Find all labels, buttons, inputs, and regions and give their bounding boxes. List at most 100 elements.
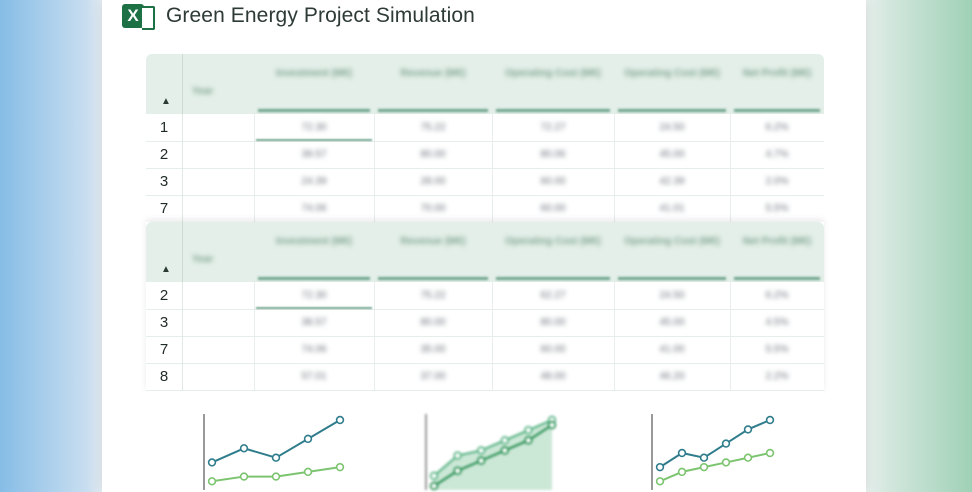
- title-bar: X Green Energy Project Simulation: [122, 3, 475, 30]
- grid-line: [492, 114, 493, 222]
- table-cell[interactable]: 2.0%: [765, 176, 789, 187]
- table-row[interactable]: 8 57.01 37.00 48.00 46.20 2.2%: [146, 363, 824, 391]
- table-cell[interactable]: 24.50: [659, 290, 685, 301]
- table-cell[interactable]: 41.00: [659, 344, 685, 355]
- table-cell[interactable]: 4.7%: [765, 149, 789, 160]
- table-cell[interactable]: 80.00: [420, 149, 446, 160]
- chart-plot: [651, 414, 775, 490]
- excel-icon-page: [142, 6, 155, 30]
- column-header[interactable]: Net Profit (M€): [742, 68, 812, 79]
- table-cell[interactable]: 60.00: [540, 176, 566, 187]
- table-cell[interactable]: 48.00: [540, 371, 566, 382]
- column-underline: [258, 109, 370, 112]
- table-header: ▲ Year Investment (M€) Revenue (M€) Operatin…: [146, 222, 824, 282]
- chart-plot: [203, 414, 345, 490]
- table-row[interactable]: 2 39.57 80.00 80.06 45.00 4.7%: [146, 141, 824, 169]
- column-header[interactable]: Investment (M€): [275, 68, 353, 79]
- column-header[interactable]: Net Profit (M€): [742, 236, 812, 247]
- table-cell[interactable]: 72.30: [301, 290, 327, 301]
- table-cell[interactable]: 24.50: [659, 122, 685, 133]
- data-table-2: ▲ Year Investment (M€) Revenue (M€) Operatin…: [146, 222, 824, 394]
- table-cell[interactable]: 80.00: [540, 317, 566, 328]
- column-header[interactable]: Operating Cost (M€): [505, 236, 601, 247]
- sort-ascending-icon[interactable]: ▲: [161, 96, 171, 107]
- data-point: [429, 481, 439, 491]
- table-cell[interactable]: 6.2%: [765, 290, 789, 301]
- grid-line: [730, 114, 731, 222]
- table-cell[interactable]: 6.2%: [765, 122, 789, 133]
- table-cell[interactable]: 37.00: [420, 371, 446, 382]
- table-cell[interactable]: 42.39: [659, 176, 685, 187]
- column-header[interactable]: Year: [192, 86, 214, 97]
- grid-line: [374, 282, 375, 390]
- table-cell[interactable]: 5.5%: [765, 344, 789, 355]
- grid-line: [374, 114, 375, 222]
- table-row[interactable]: 3 38.57 80.00 80.00 45.00 4.5%: [146, 309, 824, 337]
- column-header[interactable]: Revenue (M€): [400, 68, 466, 79]
- table-cell[interactable]: 39.57: [301, 149, 327, 160]
- table-cell[interactable]: 28.00: [420, 176, 446, 187]
- table-cell[interactable]: 41.01: [659, 203, 685, 214]
- table-cell[interactable]: 4.5%: [765, 317, 789, 328]
- table-cell[interactable]: 45.00: [659, 317, 685, 328]
- table-cell[interactable]: 2.2%: [765, 371, 789, 382]
- row-number: 2: [146, 141, 183, 168]
- table-cell[interactable]: 80.06: [540, 149, 566, 160]
- column-header[interactable]: Revenue (M€): [400, 236, 466, 247]
- table-row[interactable]: 7 74.06 70.00 60.00 41.01 5.5%: [146, 195, 824, 223]
- data-point: [655, 462, 665, 472]
- column-header[interactable]: Year: [192, 254, 214, 265]
- table-cell[interactable]: 35.00: [420, 344, 446, 355]
- excel-icon-letter: X: [122, 4, 144, 28]
- table-cell[interactable]: 5.5%: [765, 203, 789, 214]
- table-cell[interactable]: 72.30: [301, 122, 327, 133]
- table-cell[interactable]: 75.22: [420, 290, 446, 301]
- spreadsheet-card: X Green Energy Project Simulation ▲ Year I…: [102, 0, 866, 492]
- table-row[interactable]: 2 72.30 75.22 62.27 24.50 6.2%: [146, 282, 824, 310]
- column-underline: [496, 109, 610, 112]
- table-cell[interactable]: 24.39: [301, 176, 327, 187]
- table-cell[interactable]: 60.00: [540, 203, 566, 214]
- area-chart-2: [418, 394, 558, 492]
- line-chart-3: [644, 394, 776, 492]
- data-point: [524, 436, 533, 445]
- table-cell[interactable]: 72.27: [540, 122, 566, 133]
- data-point: [547, 420, 557, 430]
- table-cell[interactable]: 75.22: [420, 122, 446, 133]
- data-point: [476, 456, 486, 465]
- table-cell[interactable]: 80.00: [420, 317, 446, 328]
- table-row[interactable]: 1 72.30 75.22 72.27 24.50 6.2%: [146, 114, 824, 142]
- sort-ascending-icon[interactable]: ▲: [161, 264, 171, 275]
- grid-line: [254, 114, 255, 222]
- column-header[interactable]: Operating Cost (M€): [624, 68, 720, 79]
- table-cell[interactable]: 74.06: [301, 344, 327, 355]
- table-cell[interactable]: 70.00: [420, 203, 446, 214]
- data-point: [303, 467, 313, 477]
- data-point: [335, 415, 345, 425]
- column-underline: [618, 277, 726, 280]
- sort-header-cell[interactable]: ▲: [146, 222, 183, 282]
- table-row[interactable]: 3 24.39 28.00 60.00 42.39 2.0%: [146, 168, 824, 196]
- table-cell[interactable]: 62.27: [540, 290, 566, 301]
- table-row[interactable]: 7 74.06 35.00 60.00 41.00 5.5%: [146, 336, 824, 364]
- data-point: [677, 467, 687, 477]
- table-cell[interactable]: 38.57: [301, 317, 327, 328]
- table-cell[interactable]: 74.06: [301, 203, 327, 214]
- table-cell[interactable]: 60.00: [540, 344, 566, 355]
- column-underline: [618, 109, 726, 112]
- row-number: 8: [146, 363, 183, 390]
- table-cell[interactable]: 57.01: [301, 371, 327, 382]
- column-header[interactable]: Operating Cost (M€): [505, 68, 601, 79]
- data-point: [743, 425, 753, 434]
- column-header[interactable]: Investment (M€): [275, 236, 353, 247]
- row-number: 7: [146, 195, 183, 222]
- table-cell[interactable]: 45.00: [659, 149, 685, 160]
- cell-underline: [256, 307, 372, 309]
- data-point: [453, 451, 462, 460]
- column-header[interactable]: Operating Cost (M€): [624, 236, 720, 247]
- table-cell[interactable]: 46.20: [659, 371, 685, 382]
- data-point: [271, 453, 281, 462]
- data-point: [743, 453, 753, 462]
- data-point: [239, 472, 249, 481]
- sort-header-cell[interactable]: ▲: [146, 54, 183, 114]
